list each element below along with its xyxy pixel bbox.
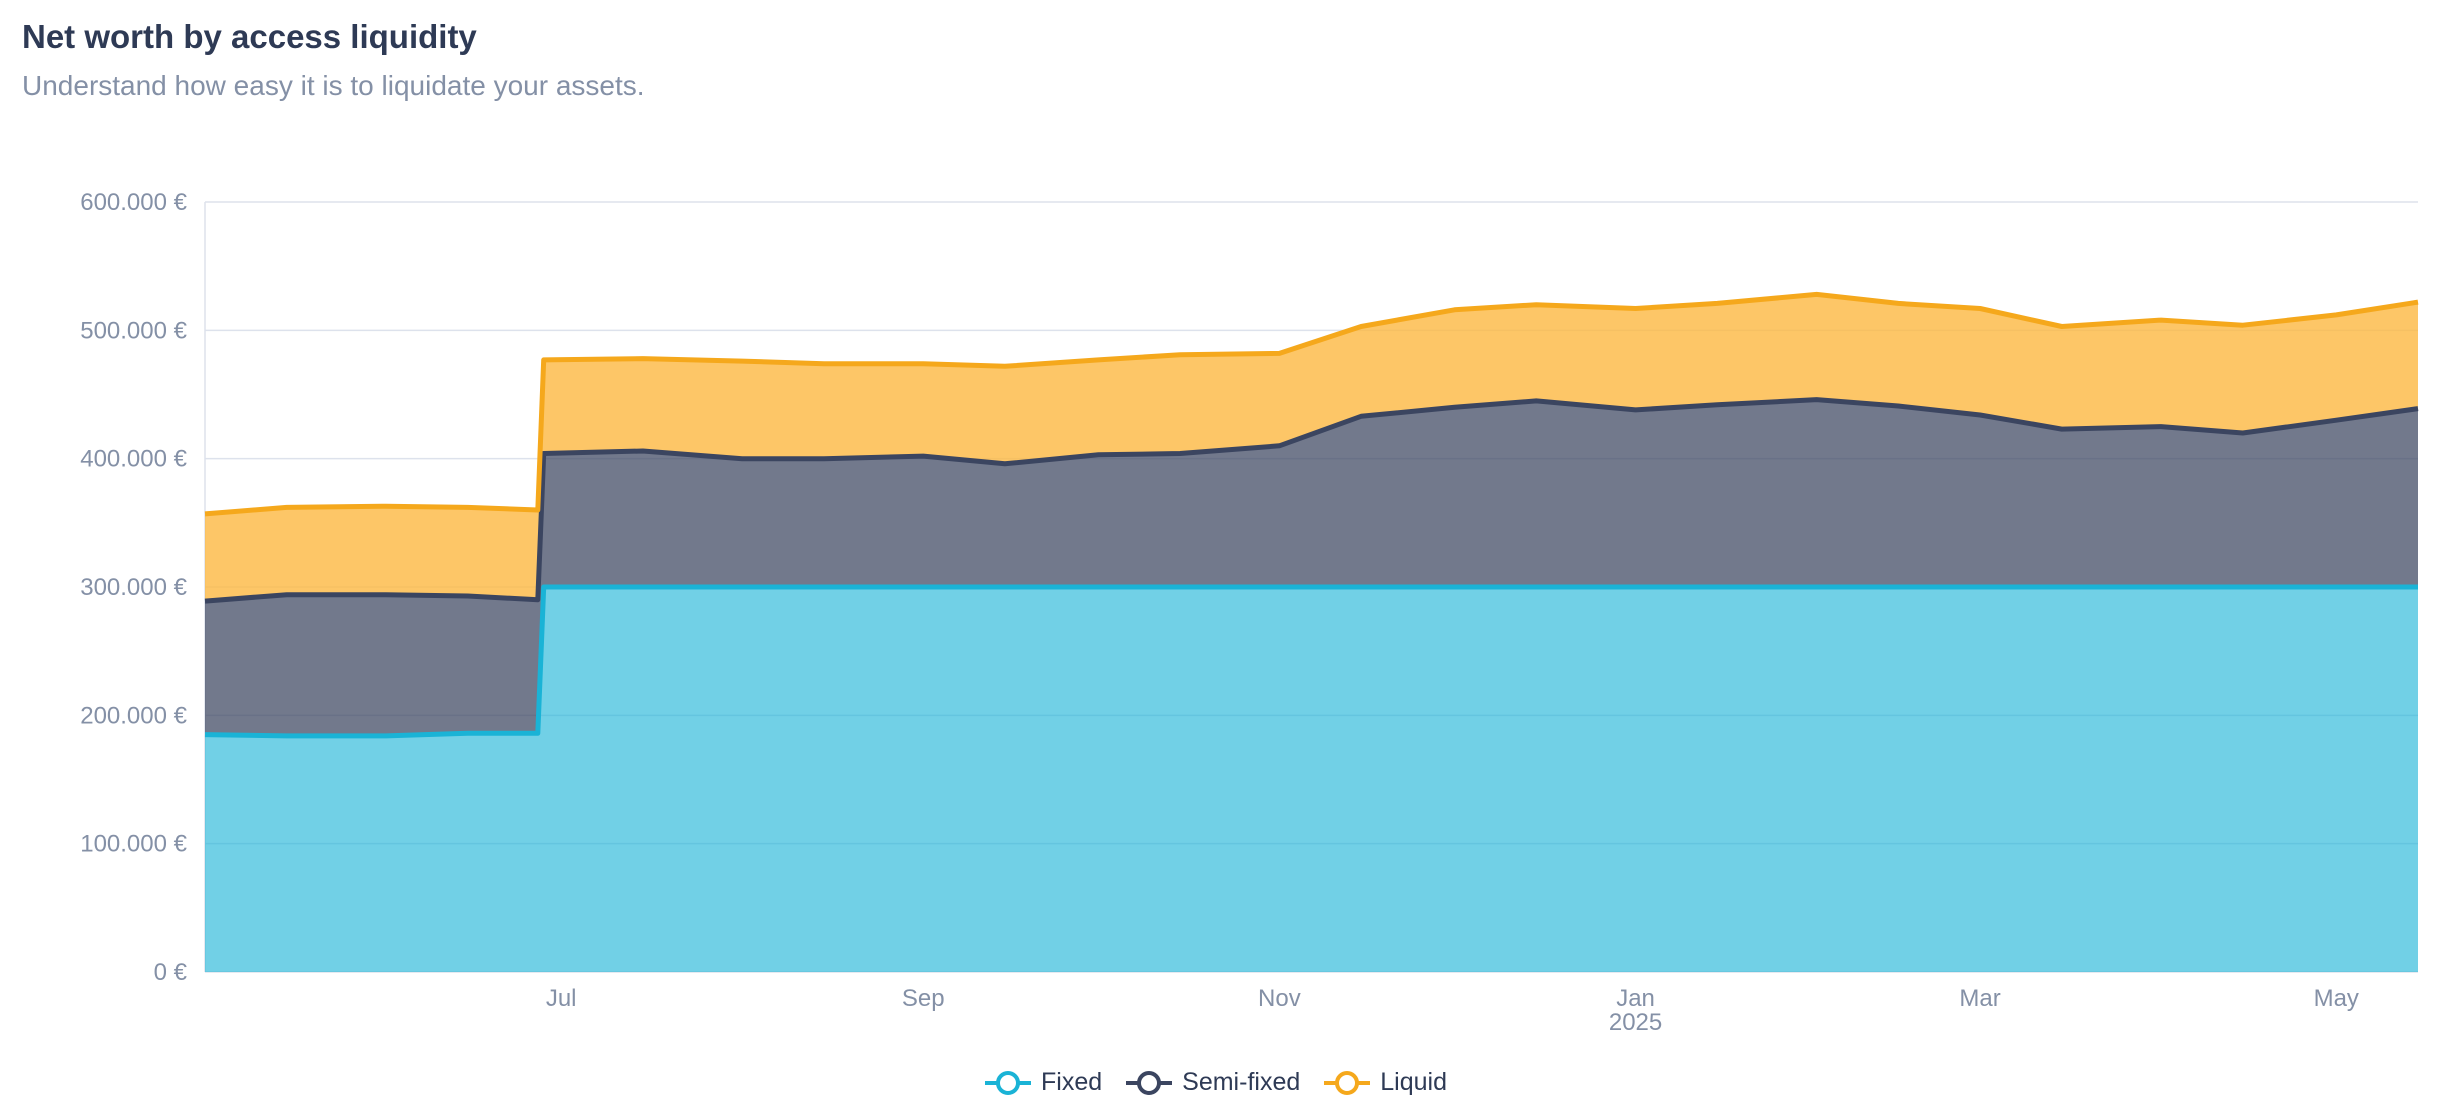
legend-label-fixed: Fixed	[1041, 1068, 1103, 1096]
legend-label-liquid: Liquid	[1380, 1068, 1447, 1096]
line-semi-fixed	[204, 397, 2419, 604]
series-lines	[204, 291, 2419, 739]
x-tick-label: Sep	[902, 985, 945, 1012]
y-tick-label: 100.000 €	[80, 831, 187, 858]
legend-label-semi-fixed: Semi-fixed	[1182, 1068, 1301, 1096]
line-fixed	[204, 584, 2418, 739]
x-tick-label: Mar	[1959, 985, 2000, 1012]
x-tick-label: Nov	[1258, 985, 1301, 1012]
chart-legend: Fixed Semi-fixed Liquid	[0, 1068, 2442, 1097]
y-tick-label: 400.000 €	[80, 446, 187, 473]
legend-liquid-marker-icon	[1324, 1070, 1371, 1095]
y-axis: 0 € 100.000 € 200.000 € 300.000 € 400.000 € 5…	[80, 189, 187, 986]
chart-subtitle: Understand how easy it is to liquidate y…	[22, 70, 645, 101]
line-liquid	[204, 291, 2419, 517]
series-areas	[205, 294, 2418, 972]
y-tick-label: 600.000 €	[80, 189, 187, 216]
x-tick-label: May	[2314, 985, 2359, 1012]
chart-title: Net worth by access liquidity	[22, 18, 477, 55]
legend-semi-fixed-marker-icon	[1126, 1070, 1173, 1095]
y-tick-label: 200.000 €	[80, 702, 187, 729]
legend-item-liquid[interactable]: Liquid	[1322, 1068, 1447, 1097]
legend-item-fixed[interactable]: Fixed	[983, 1068, 1102, 1097]
x-tick-label: Jan	[1616, 985, 1655, 1012]
area-chart: 0 € 100.000 € 200.000 € 300.000 € 400.000 € 5…	[80, 189, 2419, 1036]
legend-item-semi-fixed[interactable]: Semi-fixed	[1124, 1068, 1300, 1097]
legend-fixed-marker-icon	[985, 1070, 1032, 1095]
area-fixed[interactable]	[205, 587, 2418, 972]
area-liquid[interactable]	[205, 294, 2418, 602]
x-tick-sublabel: 2025	[1609, 1009, 1662, 1036]
y-tick-label: 0 €	[154, 959, 188, 986]
y-tick-label: 500.000 €	[80, 317, 187, 344]
area-semi-fixed[interactable]	[205, 399, 2418, 736]
x-tick-label: Jul	[546, 985, 577, 1012]
y-tick-label: 300.000 €	[80, 574, 187, 601]
